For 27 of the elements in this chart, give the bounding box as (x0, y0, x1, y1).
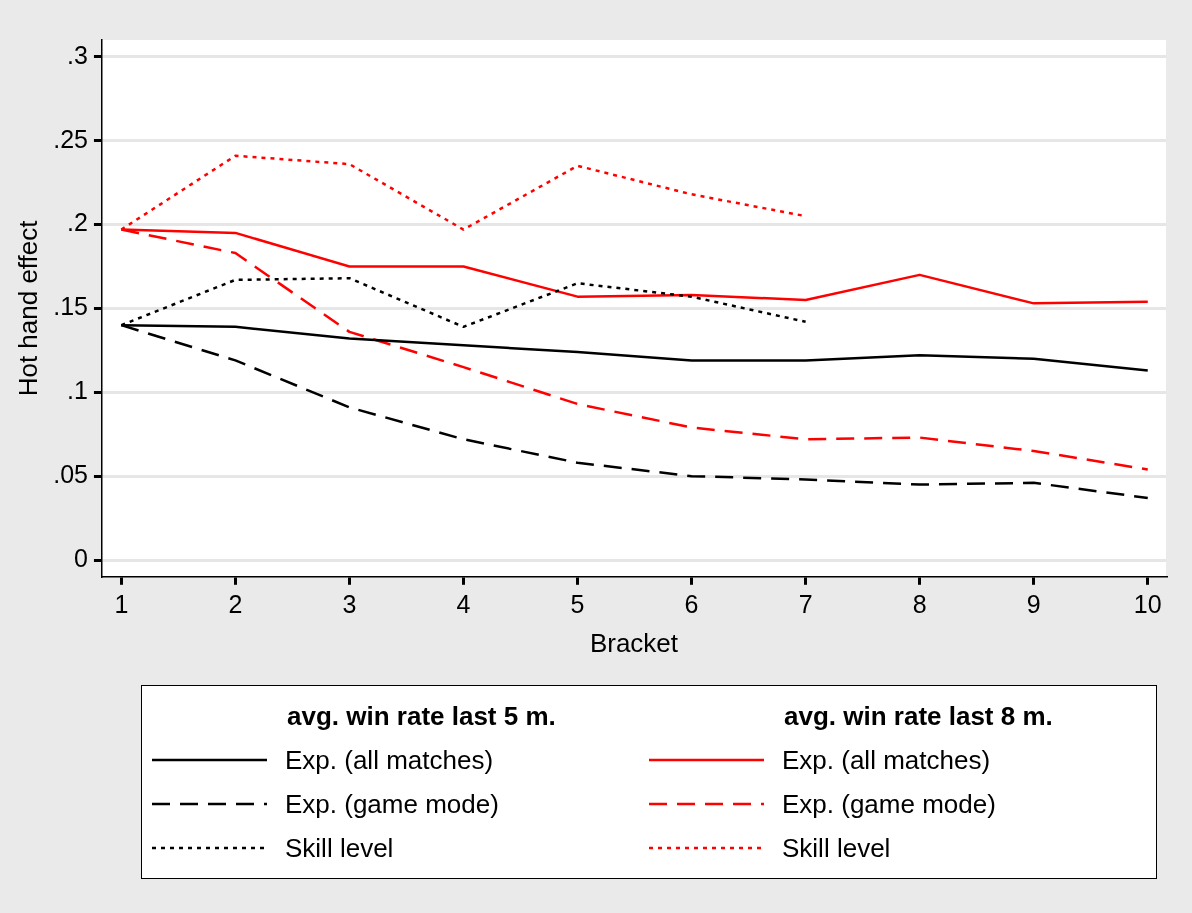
x-tick-label: 4 (456, 589, 471, 618)
x-tick-label: 7 (798, 589, 813, 618)
y-tick-label: .05 (53, 460, 88, 489)
x-tick-label: 8 (912, 589, 927, 618)
legend-label: Skill level (782, 832, 891, 864)
legend-label: Exp. (all matches) (782, 744, 991, 776)
legend-label: Skill level (285, 832, 394, 864)
x-tick-label: 3 (342, 589, 357, 618)
y-tick-label: .25 (53, 124, 88, 153)
y-tick-label: 0 (74, 543, 88, 572)
legend-label: Exp. (game mode) (782, 788, 996, 820)
x-tick-label: 9 (1026, 589, 1041, 618)
y-tick-label: .15 (53, 292, 88, 321)
x-tick-label: 2 (228, 589, 243, 618)
legend-label: Exp. (game mode) (285, 788, 499, 820)
x-tick-label: 10 (1133, 589, 1162, 618)
y-tick-label: .3 (67, 40, 88, 69)
text: avg. win rate last 5 m. (286, 699, 557, 733)
x-tick-label: 1 (114, 589, 129, 618)
y-tick-label: .1 (67, 376, 88, 405)
text: avg. win rate last 8 m. (783, 699, 1054, 733)
y-tick-label: .2 (67, 208, 88, 237)
x-tick-label: 5 (570, 589, 585, 618)
legend-label: Exp. (all matches) (285, 744, 494, 776)
x-tick-label: 6 (684, 589, 699, 618)
x-axis-title: Bracket (589, 627, 679, 658)
y-axis-title: Hot hand effect (12, 219, 43, 397)
